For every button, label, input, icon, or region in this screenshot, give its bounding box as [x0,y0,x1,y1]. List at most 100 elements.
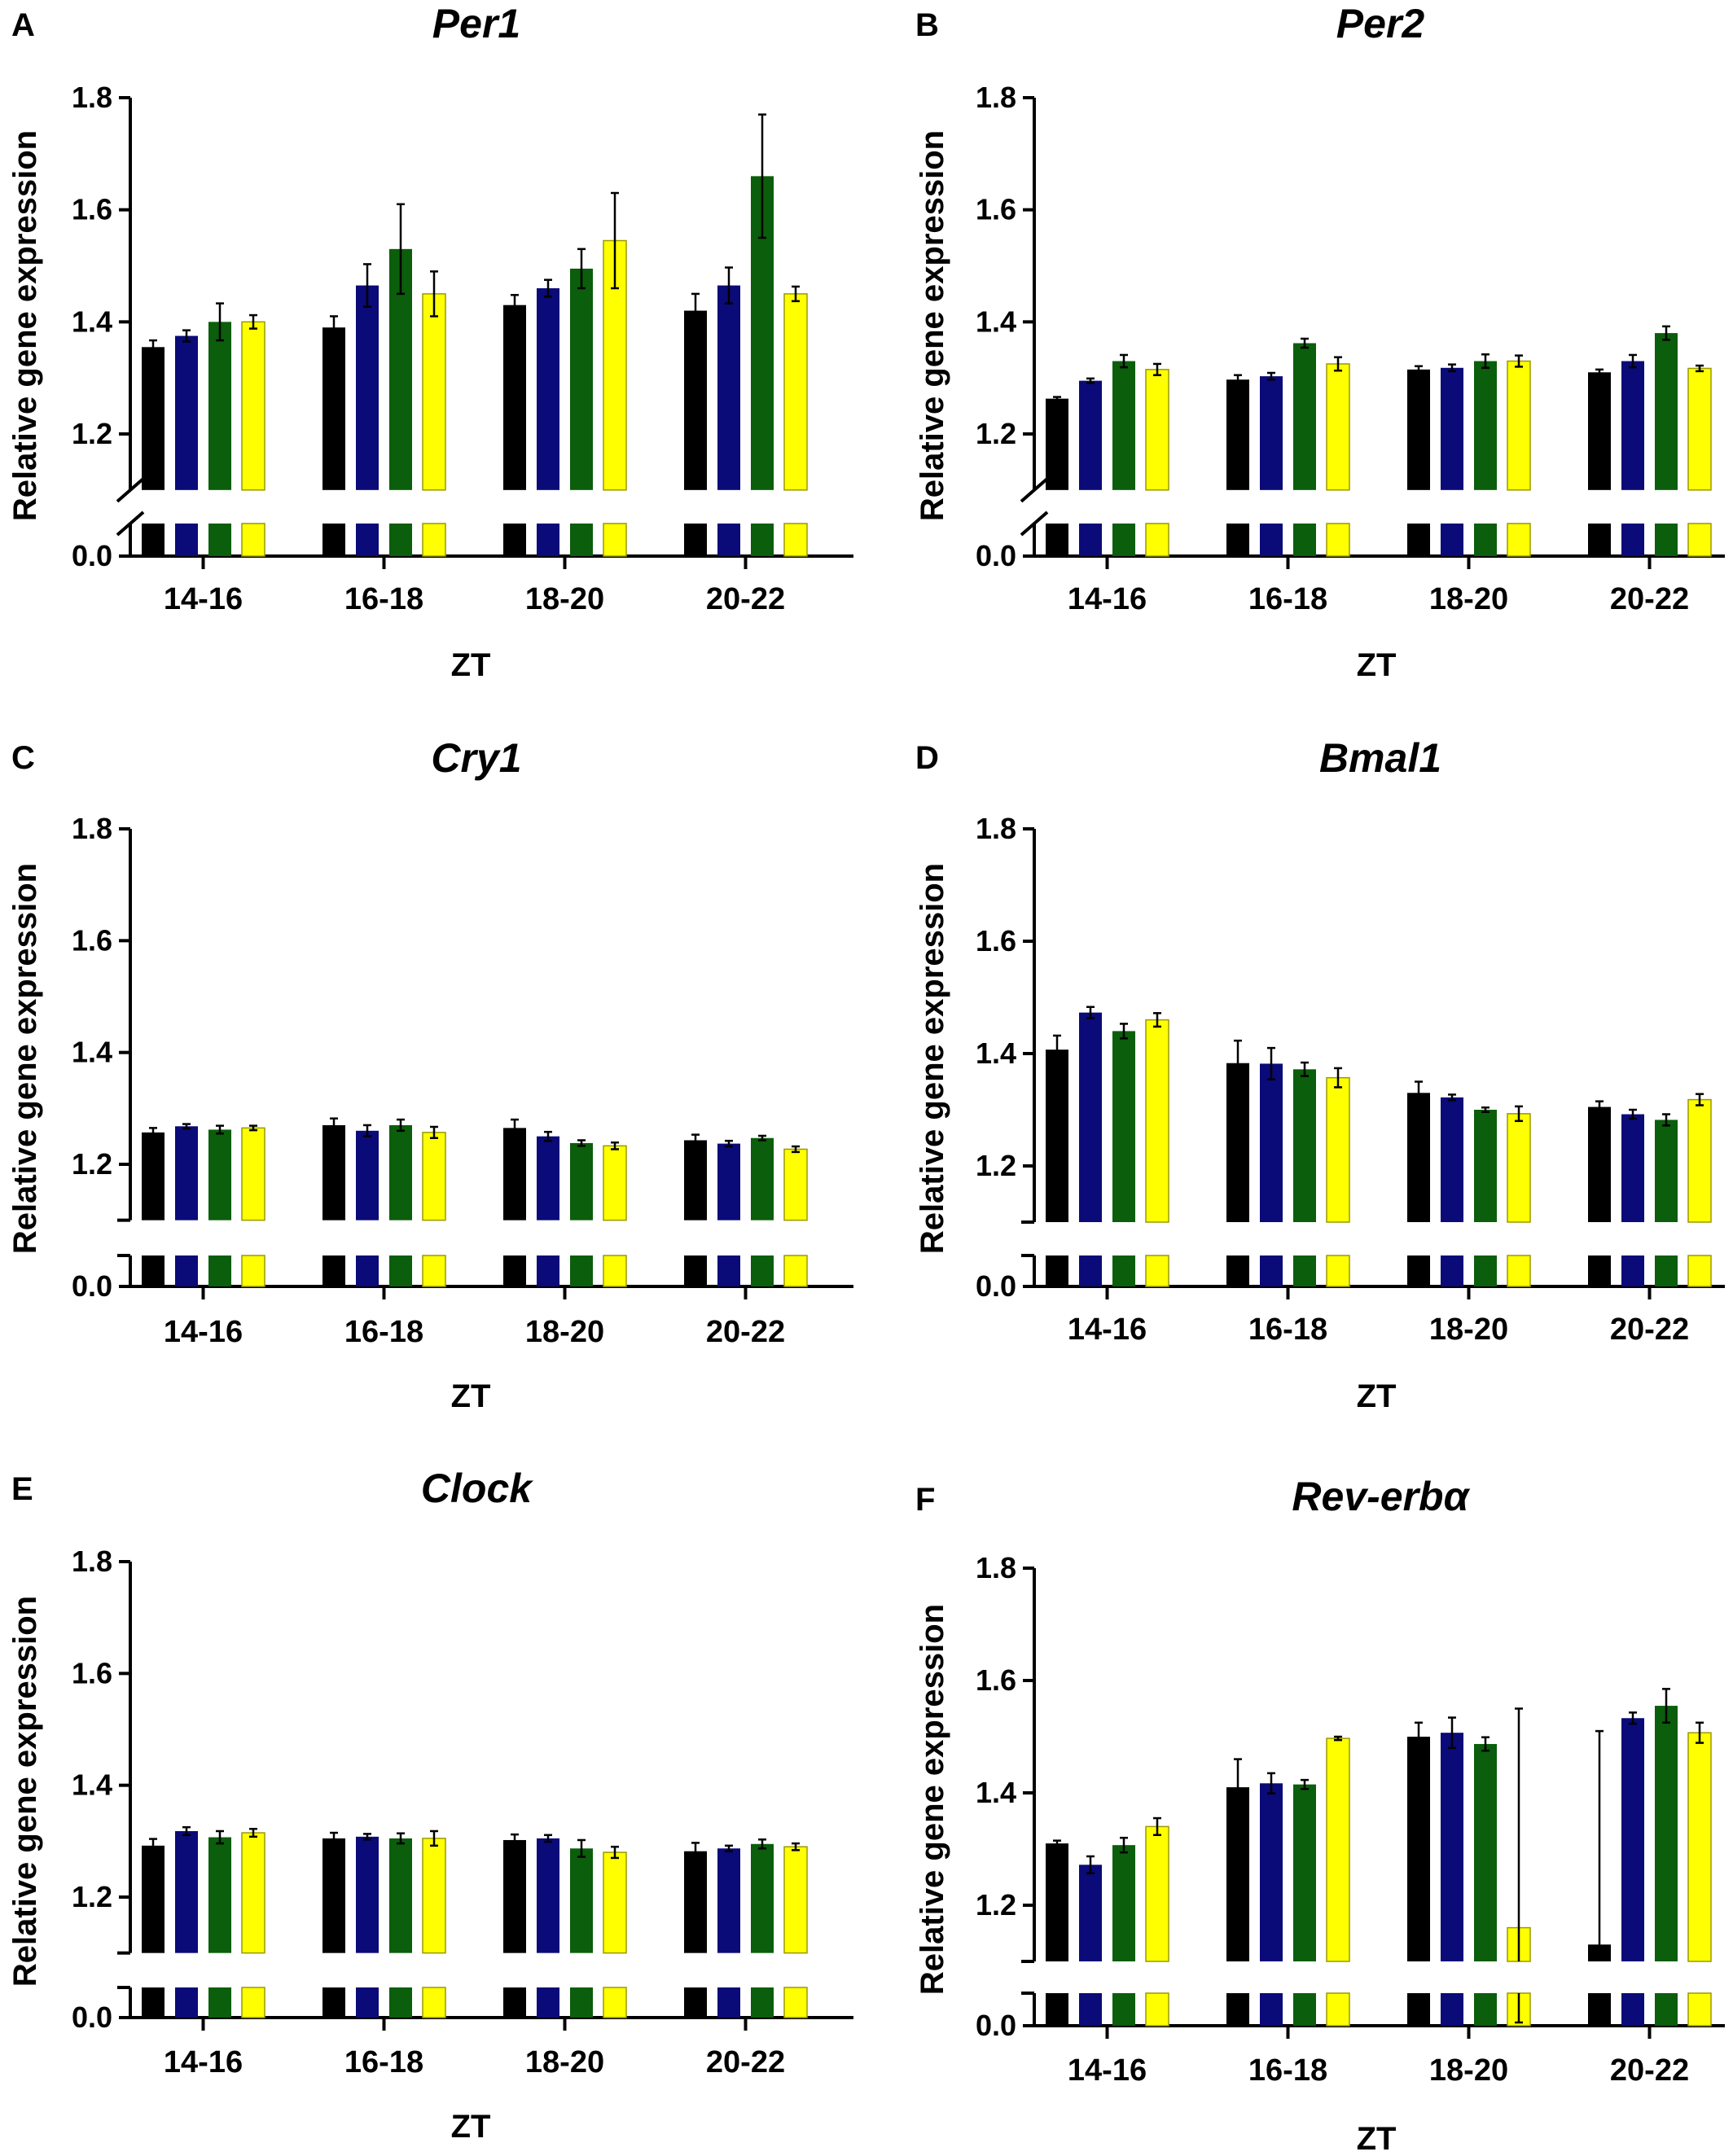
x-tick-label: 20-22 [706,1315,785,1349]
y-axis-label: Relative gene expression [7,1596,43,1987]
bar [1621,1718,1644,1961]
bar [356,1836,379,1953]
x-tick-label: 14-16 [1068,2053,1147,2088]
panel-e: E Clock Relative gene expression 0.0 1.2 1.4 1… [7,1466,853,2145]
bar-base [603,523,627,557]
y-tick-label: 1.6 [72,1656,112,1689]
bar [1687,1098,1712,1223]
bar-base [1655,1993,1678,2026]
x-tick-label: 14-16 [164,2045,243,2079]
panel-b: B Per2 Relative gene expression 0.0 1.2 1.4 1.… [915,1,1725,683]
bar [322,1124,345,1220]
x-tick-label: 16-18 [344,2045,423,2079]
y-tick-label: 1.2 [976,417,1016,450]
bar-base [1687,1992,1712,2027]
bar [142,1845,165,1953]
y-axis-label: Relative gene expression [915,130,950,521]
y-tick-label: 1.4 [976,1036,1016,1070]
x-tick-label: 20-22 [1610,582,1689,616]
bar [1293,1784,1316,1961]
panel-f: F Rev-erbα Relative gene expression 0.0 1.2 1… [915,1474,1725,2156]
bar [142,1132,165,1220]
x-tick-label: 16-18 [1248,1312,1327,1347]
bar-base [1293,1255,1316,1286]
y-axis-label: Relative gene expression [915,1604,950,1995]
bar-base [1687,523,1712,557]
bar-base [537,524,559,556]
y-tick-label: 0.0 [976,539,1016,572]
bar [783,1148,808,1221]
x-tick-label: 20-22 [1610,1312,1689,1347]
y-tick-label: 0.0 [72,1269,112,1303]
bar [241,321,265,491]
bar [241,1832,265,1954]
bar-base [175,1255,198,1286]
panel-letter: E [11,1471,33,1507]
bar-base [717,1987,740,2018]
bar-base [1326,523,1350,557]
bar [1145,1019,1169,1223]
bar-base [1079,524,1102,556]
bar-base [322,1255,345,1286]
y-tick-label: 1.2 [72,417,112,450]
bar-base [1655,524,1678,556]
x-tick-label: 14-16 [164,1315,243,1349]
bar [1621,361,1644,490]
bar-base [1621,1255,1644,1286]
bar-base [783,1255,808,1287]
bar-base [1588,1255,1611,1286]
x-axis-label: ZT [1357,1378,1397,1414]
bar [1145,1825,1169,1962]
bar-base [175,1987,198,2018]
bar [175,1830,198,1953]
bar [570,1142,593,1220]
bar [1145,369,1169,491]
x-tick-label: 18-20 [1429,582,1508,616]
y-tick-label: 1.6 [976,193,1016,226]
x-tick-label: 14-16 [1068,582,1147,616]
bar-base [1326,1255,1350,1287]
bar-base [1588,524,1611,556]
bar-base [241,1987,265,2018]
bar [1687,1732,1712,1962]
chart-title: Cry1 [431,735,521,781]
bar-base [1079,1993,1102,2026]
bar-base [142,524,165,556]
bar [1046,398,1068,490]
x-axis-label: ZT [451,1378,491,1414]
bar-base [142,1987,165,2018]
bar [422,293,446,491]
bar [1046,1050,1068,1222]
bar-base [751,524,774,556]
bar-base [356,1255,379,1286]
bar-base [356,1987,379,2018]
bar-base [1621,1993,1644,2026]
bar-base [783,1987,808,2018]
bar [175,335,198,490]
bar-base [322,1987,345,2018]
bar-base [603,1987,627,2018]
bar [684,1140,707,1220]
bar [1046,1843,1068,1961]
panel-d: D Bmal1 Relative gene expression 0.0 1.2 1.4 1… [915,735,1725,1414]
bar-base [1046,524,1068,556]
bar-base [570,524,593,556]
bar-base [356,524,379,556]
bar-base [208,1255,231,1286]
bar-base [1441,1993,1463,2026]
y-tick-label: 1.4 [72,305,112,338]
y-axis-label: Relative gene expression [7,130,43,521]
bar [570,268,593,490]
bar [1079,1012,1102,1222]
bar [537,1136,559,1220]
bar [684,1851,707,1953]
panel-letter: B [915,7,939,43]
y-tick-label: 1.6 [72,923,112,957]
y-tick-label: 1.4 [72,1036,112,1069]
y-tick-label: 1.2 [72,1147,112,1181]
bar [1474,1743,1497,1961]
x-tick-label: 18-20 [525,1315,604,1349]
bar [783,293,808,491]
bar [603,239,627,491]
y-tick-label: 0.0 [976,1269,1016,1303]
